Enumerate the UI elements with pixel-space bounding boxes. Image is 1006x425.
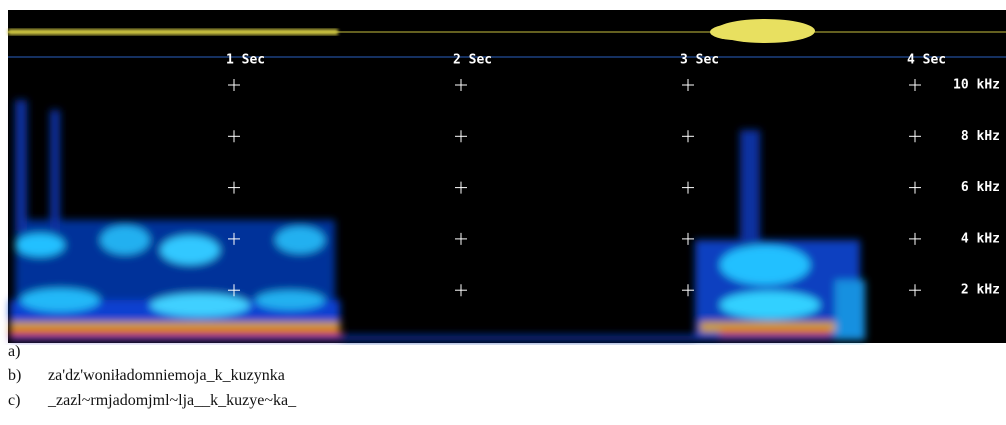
freq-label: 2 kHz	[961, 283, 1000, 298]
freq-label: 4 kHz	[961, 231, 1000, 246]
caption: c)_zazl~rmjadomjml~lja__k_kuzye~ka_	[8, 392, 296, 410]
caption: b)za'dz'woniładomniemoja_k_kuzynka	[8, 367, 285, 385]
caption-marker: b)	[8, 367, 48, 385]
caption: a)	[8, 343, 48, 361]
caption-marker: c)	[8, 392, 48, 410]
time-label: 3 Sec	[680, 53, 719, 68]
time-label: 1 Sec	[226, 53, 265, 68]
caption-text: _zazl~rmjadomjml~lja__k_kuzye~ka_	[48, 392, 296, 409]
page: 1 Sec 2 Sec 3 Sec 4 Sec 10 kHz 8 kHz 6 kHz 4 kH…	[0, 0, 1006, 425]
caption-text: za'dz'woniładomniemoja_k_kuzynka	[48, 367, 285, 384]
time-label: 2 Sec	[453, 53, 492, 68]
spectrogram-figure: 1 Sec 2 Sec 3 Sec 4 Sec 10 kHz 8 kHz 6 kHz 4 kH…	[0, 0, 1006, 345]
time-label: 4 Sec	[907, 53, 946, 68]
freq-label: 8 kHz	[961, 129, 1000, 144]
caption-marker: a)	[8, 343, 48, 361]
freq-label: 10 kHz	[953, 78, 1000, 93]
freq-label: 6 kHz	[961, 180, 1000, 195]
